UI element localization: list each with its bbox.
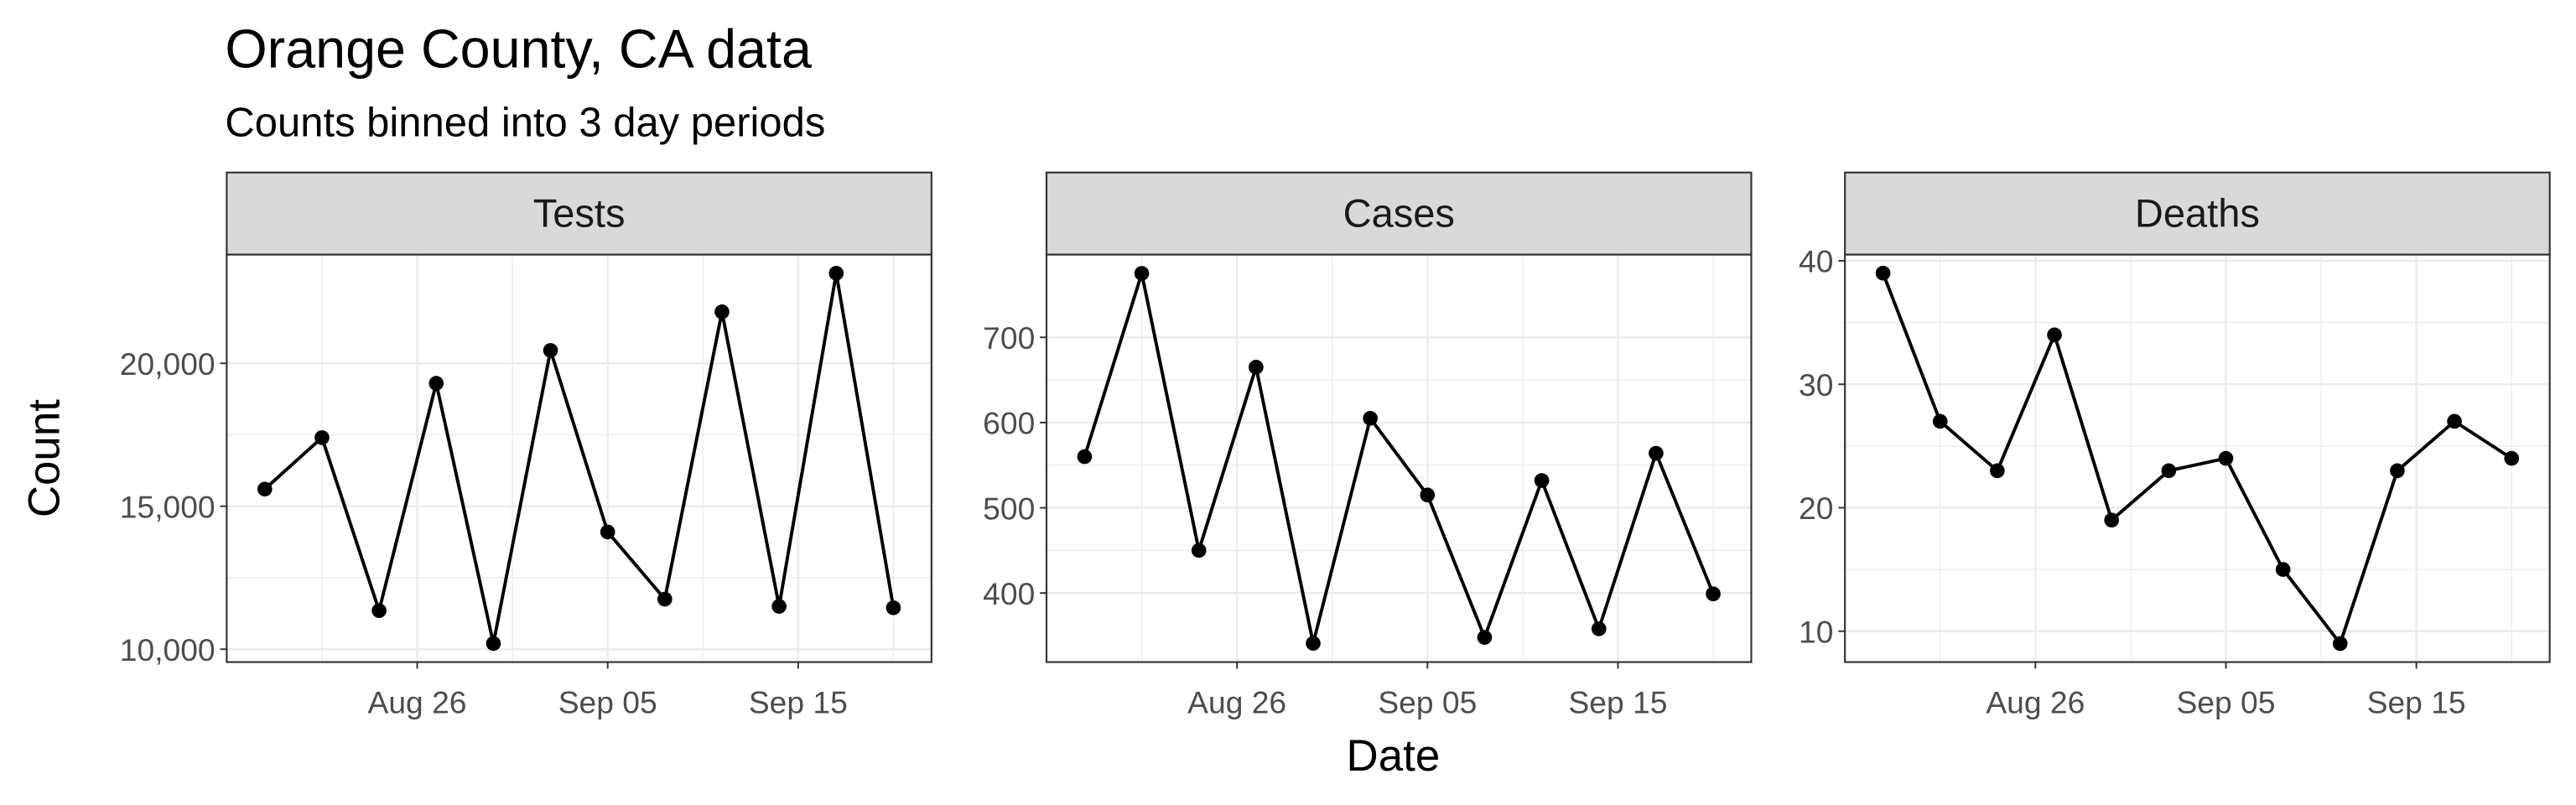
data-point xyxy=(1249,360,1264,375)
data-point xyxy=(486,636,501,652)
data-point xyxy=(1477,630,1493,645)
data-point xyxy=(771,599,787,614)
data-point xyxy=(543,343,558,358)
chart-subtitle: Counts binned into 3 day periods xyxy=(225,101,825,146)
data-point xyxy=(1534,473,1550,488)
x-tick-label: Aug 26 xyxy=(1187,684,1286,719)
y-tick-label: 10,000 xyxy=(120,632,216,667)
x-tick-label: Sep 05 xyxy=(2176,684,2275,719)
chart-title: Orange County, CA data xyxy=(225,18,812,79)
y-axis-title: Count xyxy=(20,399,70,517)
y-tick-label: 500 xyxy=(983,491,1035,526)
data-point xyxy=(314,430,330,445)
y-tick-label: 30 xyxy=(1799,367,1833,402)
x-tick-label: Sep 15 xyxy=(749,684,848,719)
data-point xyxy=(2161,463,2177,479)
data-point xyxy=(428,376,444,391)
data-line xyxy=(1881,273,2513,647)
data-point xyxy=(1077,449,1093,465)
panel-border xyxy=(1844,253,2551,663)
data-point xyxy=(257,481,273,497)
facet-strip xyxy=(226,171,932,256)
x-tick-label: Aug 26 xyxy=(368,684,467,719)
data-point xyxy=(600,524,615,540)
data-point xyxy=(2047,327,2062,343)
data-point xyxy=(1363,411,1378,426)
data-point xyxy=(657,591,673,607)
data-point xyxy=(2504,450,2520,466)
data-point xyxy=(1420,487,1436,503)
data-point xyxy=(1875,265,1891,281)
x-tick-label: Sep 05 xyxy=(1378,684,1477,719)
panel-border xyxy=(1045,253,1753,663)
panel-bg xyxy=(226,254,932,662)
data-line xyxy=(1083,267,1715,644)
data-point xyxy=(2332,636,2348,652)
data-point xyxy=(1649,445,1664,461)
y-tick-label: 700 xyxy=(983,320,1035,356)
x-axis-title: Date xyxy=(1347,731,1441,781)
data-point xyxy=(1591,621,1607,636)
x-tick-label: Aug 26 xyxy=(1986,684,2085,719)
data-point xyxy=(1706,586,1721,602)
facet-strip xyxy=(1844,171,2551,256)
data-point xyxy=(1990,463,2005,479)
facet-label: Tests xyxy=(533,190,626,235)
y-tick-label: 20 xyxy=(1799,491,1833,526)
y-tick-label: 400 xyxy=(983,576,1035,611)
data-point xyxy=(1191,543,1207,558)
data-point xyxy=(371,603,387,618)
y-tick-label: 15,000 xyxy=(120,489,216,524)
data-point xyxy=(2447,413,2462,429)
y-tick-label: 40 xyxy=(1799,244,1833,279)
data-point xyxy=(886,600,901,615)
x-tick-label: Sep 15 xyxy=(1568,684,1667,719)
data-point xyxy=(828,266,844,281)
data-point xyxy=(2390,463,2405,479)
facet-label: Cases xyxy=(1343,190,1455,235)
data-point xyxy=(714,304,730,319)
data-point xyxy=(2275,562,2291,577)
x-tick-label: Sep 05 xyxy=(558,684,657,719)
panel-bg xyxy=(1845,254,2550,662)
panel-border xyxy=(226,253,932,663)
y-tick-label: 600 xyxy=(983,406,1035,441)
data-point xyxy=(1932,413,1948,429)
data-point xyxy=(2218,450,2234,466)
x-tick-label: Sep 15 xyxy=(2367,684,2466,719)
data-point xyxy=(2104,512,2120,528)
facet-label: Deaths xyxy=(2135,190,2260,235)
data-line xyxy=(263,273,896,644)
y-tick-label: 20,000 xyxy=(120,346,216,382)
data-point xyxy=(1134,266,1150,281)
data-point xyxy=(1306,636,1321,652)
y-tick-label: 10 xyxy=(1799,614,1833,649)
